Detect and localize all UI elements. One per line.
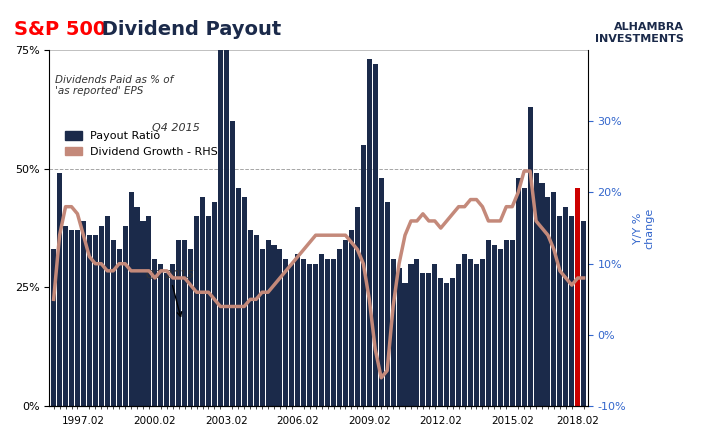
- Bar: [575, 188, 580, 406]
- Bar: [396, 269, 402, 406]
- Bar: [194, 216, 199, 406]
- Bar: [63, 226, 68, 406]
- Bar: [563, 207, 568, 406]
- Bar: [247, 231, 252, 406]
- Legend: Payout Ratio, Dividend Growth - RHS: Payout Ratio, Dividend Growth - RHS: [61, 127, 223, 161]
- Bar: [307, 264, 312, 406]
- Text: S&P 500: S&P 500: [14, 20, 106, 39]
- Bar: [188, 250, 193, 406]
- Bar: [432, 264, 437, 406]
- Bar: [581, 221, 587, 406]
- Bar: [498, 250, 503, 406]
- Bar: [301, 259, 306, 406]
- Bar: [200, 197, 205, 406]
- Text: Q1 2015: Q1 2015: [146, 270, 194, 317]
- Bar: [164, 273, 169, 406]
- Bar: [319, 254, 324, 406]
- Bar: [539, 183, 544, 406]
- Bar: [87, 235, 92, 406]
- Bar: [128, 192, 133, 406]
- Bar: [313, 264, 318, 406]
- Bar: [450, 278, 455, 406]
- Bar: [391, 259, 396, 406]
- Bar: [57, 173, 62, 406]
- Bar: [343, 240, 348, 406]
- Bar: [546, 197, 551, 406]
- Bar: [254, 235, 259, 406]
- Bar: [81, 221, 86, 406]
- Bar: [427, 273, 431, 406]
- Bar: [212, 202, 217, 406]
- Bar: [504, 240, 509, 406]
- Bar: [361, 145, 366, 406]
- Bar: [522, 188, 527, 406]
- Bar: [474, 264, 479, 406]
- Bar: [147, 216, 152, 406]
- Bar: [408, 264, 414, 406]
- Bar: [385, 202, 390, 406]
- Bar: [415, 259, 419, 406]
- Bar: [123, 226, 128, 406]
- Bar: [283, 259, 288, 406]
- Bar: [266, 240, 271, 406]
- Bar: [116, 250, 122, 406]
- Text: ALHAMBRA
INVESTMENTS: ALHAMBRA INVESTMENTS: [595, 22, 684, 44]
- Bar: [289, 264, 295, 406]
- Bar: [527, 107, 532, 406]
- Bar: [444, 283, 449, 406]
- Bar: [105, 216, 110, 406]
- Bar: [259, 250, 264, 406]
- Text: Q4 2015: Q4 2015: [152, 123, 200, 133]
- Bar: [462, 254, 467, 406]
- Bar: [218, 50, 223, 406]
- Bar: [551, 192, 556, 406]
- Bar: [111, 240, 116, 406]
- Bar: [379, 178, 384, 406]
- Bar: [534, 173, 539, 406]
- Bar: [558, 216, 563, 406]
- Bar: [99, 226, 104, 406]
- Bar: [159, 264, 164, 406]
- Bar: [355, 207, 360, 406]
- Bar: [271, 245, 276, 406]
- Bar: [468, 259, 473, 406]
- Bar: [242, 197, 247, 406]
- Bar: [278, 250, 283, 406]
- Bar: [569, 216, 575, 406]
- Bar: [51, 250, 56, 406]
- Bar: [93, 235, 98, 406]
- Bar: [295, 254, 300, 406]
- Bar: [223, 50, 229, 406]
- Bar: [182, 240, 188, 406]
- Bar: [515, 178, 521, 406]
- Bar: [75, 231, 80, 406]
- Bar: [349, 231, 354, 406]
- Y-axis label: Y/Y %
change: Y/Y % change: [633, 207, 655, 249]
- Bar: [439, 278, 443, 406]
- Bar: [403, 283, 407, 406]
- Bar: [510, 240, 515, 406]
- Bar: [331, 259, 336, 406]
- Bar: [140, 221, 145, 406]
- Bar: [486, 240, 491, 406]
- Bar: [176, 240, 181, 406]
- Text: Dividends Paid as % of
'as reported' EPS: Dividends Paid as % of 'as reported' EPS: [55, 75, 173, 97]
- Bar: [135, 207, 140, 406]
- Text: Dividend Payout: Dividend Payout: [95, 20, 281, 39]
- Bar: [337, 250, 342, 406]
- Bar: [235, 188, 241, 406]
- Bar: [152, 259, 157, 406]
- Bar: [373, 64, 378, 406]
- Bar: [170, 264, 176, 406]
- Bar: [492, 245, 497, 406]
- Bar: [456, 264, 461, 406]
- Bar: [420, 273, 425, 406]
- Bar: [206, 216, 211, 406]
- Bar: [367, 60, 372, 406]
- Bar: [69, 231, 74, 406]
- Bar: [230, 121, 235, 406]
- Bar: [325, 259, 330, 406]
- Bar: [480, 259, 485, 406]
